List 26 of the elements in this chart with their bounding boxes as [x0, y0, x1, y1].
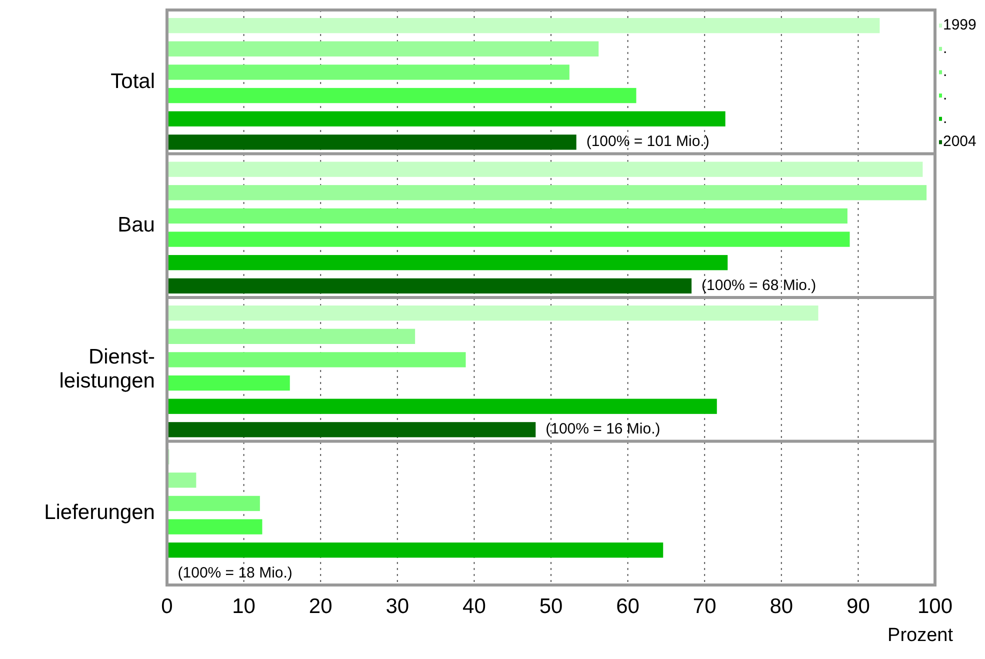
x-tick-label: 0 [161, 595, 173, 618]
legend-label: 2004 [943, 133, 976, 150]
legend-label: . [943, 63, 948, 80]
x-tick-label: 40 [462, 595, 486, 618]
y-tick-label: Total [110, 69, 155, 92]
x-tick-label: 80 [770, 595, 794, 618]
y-tick-label: Lieferungen [44, 500, 155, 524]
x-tick-label: 100 [917, 595, 953, 618]
x-tick-label: 60 [616, 595, 640, 618]
x-tick-label: 50 [539, 595, 563, 618]
x-tick-label: 30 [386, 595, 410, 618]
x-tick-label: 90 [846, 595, 870, 618]
legend-label: 1999 [943, 16, 976, 34]
x-axis-title: Prozent [888, 625, 954, 646]
x-tick-label: 70 [692, 595, 716, 618]
legend-label: . [943, 40, 948, 57]
y-tick-label: Dienst- leistungen [59, 344, 155, 392]
x-tick-label: 10 [232, 595, 256, 618]
y-tick-label: Bau [118, 213, 155, 236]
legend-label: . [943, 86, 948, 104]
x-tick-label: 20 [308, 595, 332, 618]
annotation: (100% = 18 Mio.) [178, 564, 292, 582]
annotation: (100% = 101 Mio.) [586, 133, 710, 150]
annotation: (100% = 16 Mio.) [546, 420, 660, 438]
legend-label: . [943, 110, 948, 127]
annotation: (100% = 68 Mio.) [702, 276, 816, 294]
